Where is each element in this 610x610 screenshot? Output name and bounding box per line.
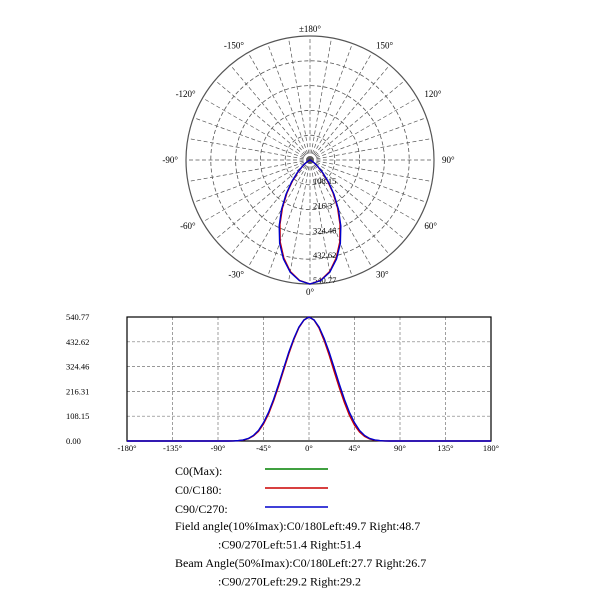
polar-spoke: [267, 159, 311, 277]
polar-angle-label: 90°: [442, 155, 455, 165]
polar-spoke: [187, 159, 311, 182]
polar-spoke: [309, 159, 427, 203]
polar-spoke: [309, 159, 353, 277]
y-tick-label: 432.62: [66, 337, 89, 347]
info-line: Beam Angle(50%Imax):C0/180Left:27.7 Righ…: [175, 556, 426, 570]
polar-spoke: [230, 64, 311, 161]
polar-spoke: [202, 97, 311, 161]
polar-angle-label: -90°: [162, 155, 178, 165]
polar-spoke: [309, 159, 418, 223]
line-series-c90-c270: [127, 316, 491, 442]
polar-spoke: [309, 159, 390, 256]
polar-spoke: [309, 52, 373, 161]
polar-plot: ±180° 150° 120° 90° 60° 30° 0° -30° -60° -90° -120…: [162, 24, 455, 297]
polar-spoke: [247, 159, 311, 268]
x-tick-label: 135°: [437, 443, 453, 453]
polar-spoke: [309, 117, 427, 161]
polar-spoke: [309, 159, 433, 182]
y-tick-label: 540.77: [66, 312, 89, 322]
polar-spoke: [309, 43, 353, 161]
polar-angle-label: 150°: [376, 41, 394, 51]
polar-grid-ring: [284, 134, 336, 186]
legend-label: C0(Max):: [175, 464, 222, 478]
y-tick-label: 324.46: [66, 362, 89, 372]
polar-spoke: [309, 64, 390, 161]
polar-spoke: [309, 138, 433, 161]
polar-angle-label: 0°: [306, 287, 315, 297]
polar-radial-label: 324.46: [313, 225, 336, 235]
polar-spoke: [187, 138, 311, 161]
polar-spoke: [193, 117, 311, 161]
legend-label: C0/C180:: [175, 483, 222, 497]
polar-spoke: [202, 159, 311, 223]
polar-spoke: [288, 37, 311, 161]
x-tick-label: -180°: [118, 443, 137, 453]
polar-radial-label: 540.77: [313, 275, 336, 285]
info-line: :C90/270Left:29.2 Right:29.2: [218, 575, 361, 589]
polar-angle-label: -150°: [224, 41, 244, 51]
polar-curve-c90-c270: [278, 159, 342, 285]
x-tick-label: 180°: [483, 443, 499, 453]
polar-spoke: [193, 159, 311, 203]
y-tick-label: 108.15: [66, 411, 89, 421]
polar-spoke: [288, 159, 311, 283]
polar-radial-label: 432.62: [313, 250, 336, 260]
polar-spoke: [214, 159, 311, 240]
polar-spoke: [214, 80, 311, 161]
info-line: :C90/270Left:51.4 Right:51.4: [218, 538, 361, 552]
legend-label: C90/C270:: [175, 502, 228, 516]
polar-angle-label: -30°: [228, 269, 244, 279]
polar-angle-label: 60°: [424, 221, 437, 231]
y-tick-label: 216.31: [66, 386, 89, 396]
angle-info: Field angle(10%Imax):C0/180Left:49.7 Rig…: [175, 519, 426, 589]
polar-spoke: [309, 159, 406, 240]
x-tick-label: 0°: [305, 443, 313, 453]
polar-spoke: [267, 43, 311, 161]
polar-spoke: [309, 159, 332, 283]
x-tick-label: 90°: [394, 443, 406, 453]
info-line: Field angle(10%Imax):C0/180Left:49.7 Rig…: [175, 519, 420, 533]
polar-angle-label: -60°: [180, 221, 196, 231]
x-tick-label: -45°: [256, 443, 271, 453]
polar-angle-label: 30°: [376, 269, 389, 279]
polar-spoke: [309, 80, 406, 161]
polar-spoke: [247, 52, 311, 161]
polar-grid-ring: [259, 110, 360, 210]
polar-spoke: [309, 97, 418, 161]
polar-angle-label: -120°: [176, 89, 196, 99]
polar-angle-label: ±180°: [299, 24, 321, 34]
x-tick-label: -90°: [211, 443, 226, 453]
polar-angle-label: 120°: [424, 89, 442, 99]
polar-spoke: [309, 159, 373, 268]
x-tick-label: -135°: [163, 443, 182, 453]
polar-spoke: [309, 37, 332, 161]
polar-radial-label: 216.3: [313, 201, 332, 211]
polar-spoke: [230, 159, 311, 256]
polar-radial-label: 108.15: [313, 176, 336, 186]
legend: C0(Max): C0/C180: C90/C270:: [175, 464, 328, 516]
y-tick-label: 0.00: [66, 436, 81, 446]
linear-plot: -180° -135° -90° -45° 0° 45° 90° 135° 180° 540.77…: [66, 312, 499, 453]
x-tick-label: 45°: [349, 443, 361, 453]
